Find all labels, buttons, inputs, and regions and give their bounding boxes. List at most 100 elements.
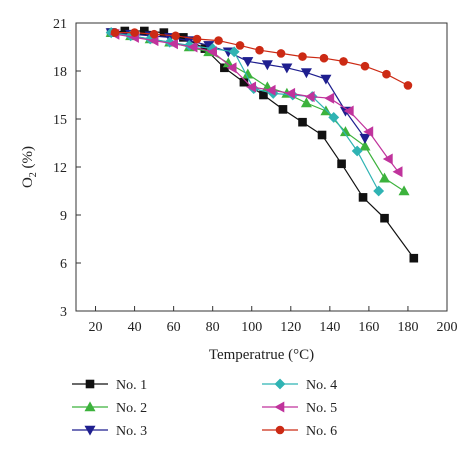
x-tick-label: 40	[128, 320, 142, 335]
data-point	[403, 81, 413, 90]
data-point	[382, 69, 391, 79]
x-tick-label: 80	[206, 320, 220, 335]
x-tick-label: 180	[397, 320, 418, 335]
plot-frame	[75, 22, 448, 312]
data-point	[373, 185, 385, 197]
data-point	[359, 140, 371, 151]
y-axis-title-unit: (%)	[20, 146, 36, 172]
legend-item: No. 6	[262, 424, 337, 439]
legend-item: No. 3	[72, 424, 147, 439]
data-point	[337, 159, 346, 169]
data-point	[276, 49, 286, 58]
data-point	[351, 145, 363, 157]
y-tick-label: 9	[60, 209, 67, 224]
x-tick-label: 60	[167, 320, 181, 335]
legend-item: No. 1	[72, 378, 147, 393]
x-axis-title: Temperatrue (°C)	[209, 347, 314, 363]
legend: No. 1 No. 2 No. 3 No. 4 No. 5 No. 6	[72, 378, 337, 439]
data-point	[261, 60, 273, 71]
legend-item: No. 4	[262, 378, 337, 393]
legend-marker	[274, 401, 285, 413]
data-point	[130, 28, 139, 37]
x-tick-label: 160	[358, 320, 379, 335]
data-point	[343, 105, 354, 117]
data-point	[324, 92, 335, 104]
data-point	[235, 41, 245, 50]
legend-label: No. 6	[306, 424, 337, 439]
legend-marker	[85, 379, 95, 389]
data-point	[228, 46, 240, 58]
data-point	[214, 36, 223, 45]
data-point	[398, 185, 410, 196]
data-point	[409, 253, 419, 263]
data-point	[300, 68, 312, 79]
legend-marker	[274, 378, 286, 390]
data-point	[226, 62, 237, 74]
y-axis-title: O2 (%)	[20, 146, 39, 188]
series-5	[109, 28, 403, 178]
data-point	[281, 63, 293, 74]
y-axis-title-subscript: 2	[28, 172, 39, 177]
data-point	[110, 28, 120, 37]
data-point	[168, 38, 178, 50]
legend-label: No. 5	[306, 401, 337, 416]
data-point	[320, 74, 332, 85]
data-point	[363, 126, 374, 138]
data-point	[392, 166, 403, 178]
data-point	[304, 91, 315, 103]
x-tick-label: 100	[241, 320, 262, 335]
data-point	[300, 97, 312, 108]
data-point	[149, 29, 159, 39]
x-tick-label: 200	[437, 320, 458, 335]
axes: 20 40 60 80 100 120 140 160 180 200 3 6 9 12 15 18 21	[53, 17, 458, 335]
data-point	[382, 153, 393, 165]
x-tick-label: 140	[319, 320, 340, 335]
data-point	[339, 57, 348, 66]
data-point	[265, 84, 276, 96]
y-tick-label: 18	[53, 65, 67, 80]
y-axis-title-main: O	[20, 177, 36, 188]
legend-item: No. 2	[72, 401, 147, 416]
data-point	[328, 111, 340, 123]
data-point	[278, 105, 288, 114]
x-tick-label: 20	[89, 320, 103, 335]
data-point	[298, 117, 307, 127]
y-tick-label: 3	[60, 305, 67, 320]
data-point	[317, 130, 327, 140]
data-point	[255, 45, 264, 55]
y-tick-label: 15	[53, 113, 67, 128]
legend-marker	[84, 401, 96, 412]
data-point	[192, 34, 202, 44]
data-point	[379, 172, 391, 183]
x-tick-label: 120	[280, 320, 301, 335]
data-point	[360, 61, 370, 71]
series-line	[114, 33, 399, 173]
data-point	[207, 46, 217, 58]
series-1	[106, 26, 419, 263]
legend-item: No. 5	[262, 401, 337, 416]
data-point	[359, 133, 371, 144]
y-tick-label: 21	[53, 17, 67, 32]
data-point	[285, 87, 296, 99]
data-point	[380, 213, 389, 223]
y-tick-label: 12	[53, 161, 67, 176]
legend-label: No. 2	[116, 401, 147, 416]
data-point	[171, 31, 180, 41]
y-tick-label: 6	[60, 257, 67, 272]
data-point	[187, 41, 198, 53]
data-point	[242, 57, 254, 68]
series-line	[111, 32, 405, 192]
legend-label: No. 3	[116, 424, 147, 439]
data-point	[319, 53, 329, 63]
data-point	[358, 193, 368, 202]
legend-label: No. 4	[306, 378, 337, 393]
series-6	[110, 28, 413, 90]
legend-label: No. 1	[116, 378, 147, 393]
series-4	[105, 27, 385, 197]
data-point	[298, 52, 307, 61]
series-layer	[105, 26, 419, 263]
legend-marker	[275, 425, 285, 435]
data-point	[246, 81, 257, 93]
